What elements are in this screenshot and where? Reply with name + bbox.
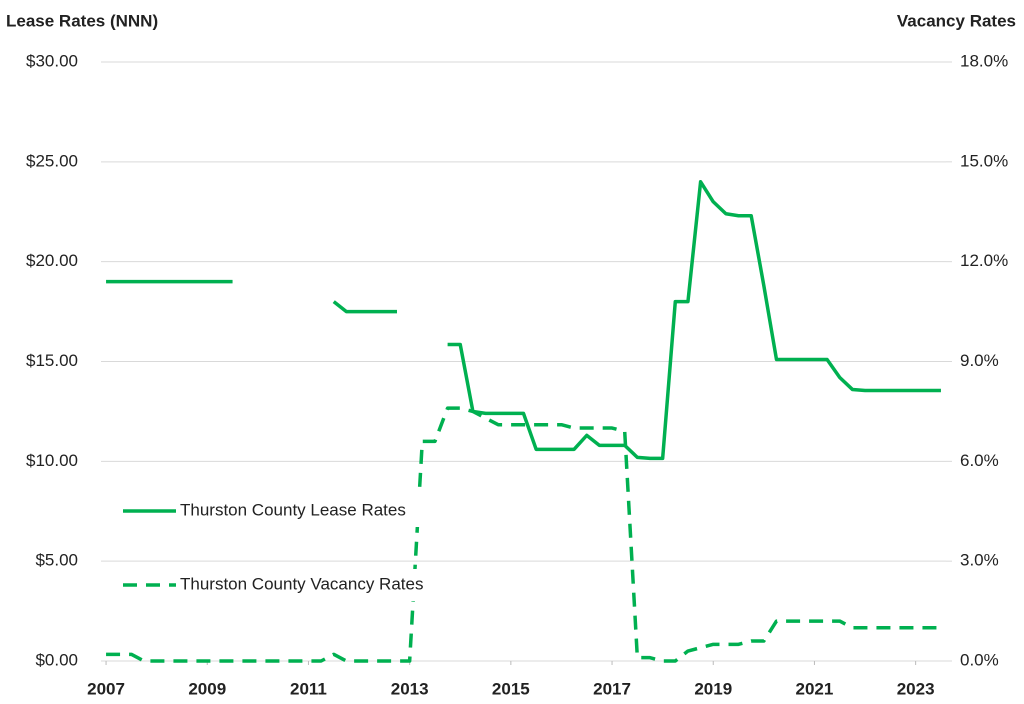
- y2-tick-label: 6.0%: [960, 451, 999, 470]
- x-tick-label: 2009: [188, 679, 226, 698]
- y2-tick-label: 0.0%: [960, 650, 999, 669]
- y-axis-title: Lease Rates (NNN): [6, 11, 158, 30]
- x-tick-label: 2017: [593, 679, 631, 698]
- x-tick-label: 2007: [87, 679, 125, 698]
- legend-label: Thurston County Vacancy Rates: [180, 574, 423, 593]
- x-tick-label: 2015: [492, 679, 530, 698]
- x-tick-label: 2019: [694, 679, 732, 698]
- x-tick-label: 2021: [796, 679, 834, 698]
- y-tick-label: $15.00: [26, 351, 78, 370]
- y-tick-label: $10.00: [26, 451, 78, 470]
- y-tick-label: $25.00: [26, 151, 78, 170]
- legend-background: [115, 495, 515, 527]
- legend-background: [115, 569, 515, 601]
- y2-axis-title: Vacancy Rates: [897, 11, 1016, 30]
- y-tick-label: $0.00: [35, 650, 78, 669]
- y2-tick-label: 18.0%: [960, 51, 1008, 70]
- y2-tick-label: 12.0%: [960, 251, 1008, 270]
- y2-tick-label: 9.0%: [960, 351, 999, 370]
- x-tick-label: 2023: [897, 679, 935, 698]
- x-tick-label: 2013: [391, 679, 429, 698]
- legend-label: Thurston County Lease Rates: [180, 500, 406, 519]
- y2-tick-label: 3.0%: [960, 551, 999, 570]
- x-tick-label: 2011: [290, 679, 327, 698]
- y-tick-label: $5.00: [35, 551, 78, 570]
- series-line: [106, 406, 941, 663]
- y-tick-label: $20.00: [26, 251, 78, 270]
- y2-tick-label: 15.0%: [960, 151, 1008, 170]
- y-tick-label: $30.00: [26, 51, 78, 70]
- series-line: [106, 180, 941, 461]
